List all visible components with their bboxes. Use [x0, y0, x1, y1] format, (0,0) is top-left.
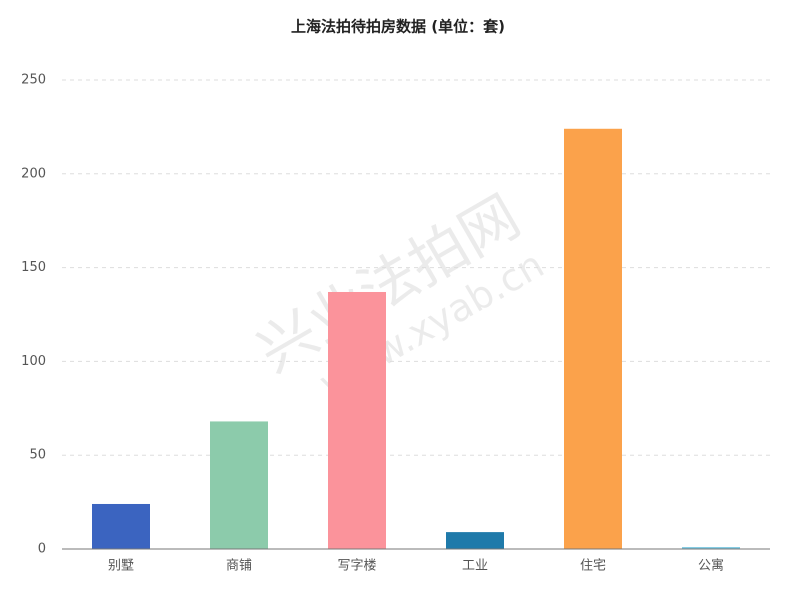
watermark: 兴业法拍网 www.xyab.cn [246, 182, 551, 406]
bar [564, 128, 622, 549]
chart-title: 上海法拍待拍房数据 (单位：套) [291, 18, 505, 36]
y-tick-label: 50 [29, 448, 46, 463]
bar [682, 547, 740, 549]
y-tick-label: 200 [21, 166, 46, 181]
bar [328, 291, 386, 549]
y-tick-label: 0 [38, 542, 46, 557]
x-tick-label: 商铺 [226, 559, 252, 574]
bar [92, 503, 150, 549]
x-tick-label: 公寓 [698, 558, 724, 574]
bar [210, 421, 268, 549]
x-tick-label: 住宅 [580, 559, 606, 574]
x-tick-label: 工业 [462, 559, 488, 574]
y-tick-label: 150 [21, 260, 46, 275]
x-tick-label: 写字楼 [337, 559, 376, 574]
x-tick-label: 别墅 [108, 559, 134, 574]
bar [446, 532, 504, 549]
y-tick-label: 100 [21, 354, 46, 369]
y-tick-label: 250 [21, 73, 46, 88]
